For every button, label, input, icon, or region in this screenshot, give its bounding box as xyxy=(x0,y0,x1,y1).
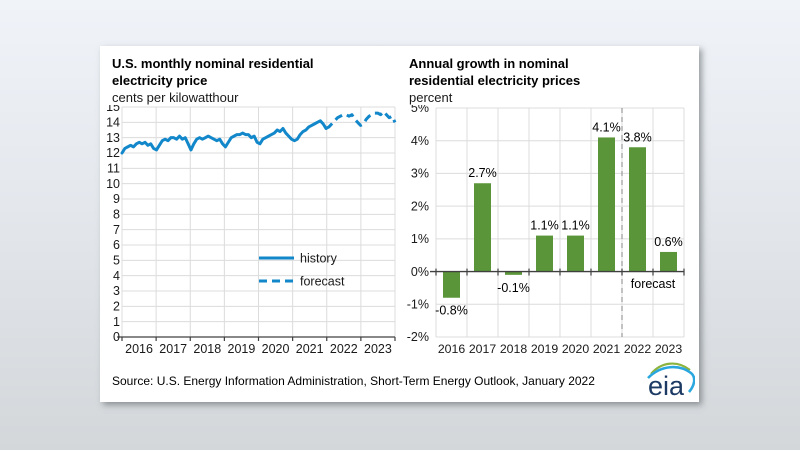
bar-chart-title-line2: residential electricity prices xyxy=(409,73,581,88)
bar-2020 xyxy=(567,235,584,272)
line-chart-unit-label: cents per kilowatthour xyxy=(112,90,239,105)
bar-2021 xyxy=(598,137,615,272)
bar-value-label-2019: 1.1% xyxy=(530,219,559,233)
line-chart-x-tick-labels: 2016 2017 2018 2019 2020 2021 2022 2023 xyxy=(125,342,392,356)
svg-text:2016: 2016 xyxy=(125,342,153,356)
svg-text:2018: 2018 xyxy=(193,342,221,356)
legend-history-label: history xyxy=(300,252,338,266)
svg-text:5%: 5% xyxy=(411,105,429,115)
line-chart-title: U.S. monthly nominal residential electri… xyxy=(112,55,314,106)
svg-text:1%: 1% xyxy=(411,232,429,246)
svg-text:2017: 2017 xyxy=(159,342,187,356)
bar-2022 xyxy=(629,147,646,272)
bar-value-label-2016: -0.8% xyxy=(435,304,468,318)
svg-text:2019: 2019 xyxy=(531,342,559,356)
bar-2017 xyxy=(474,183,491,272)
svg-text:2%: 2% xyxy=(411,199,429,213)
bar-value-label-2020: 1.1% xyxy=(561,219,590,233)
bar-value-label-2017: 2.7% xyxy=(468,166,497,180)
bar-2018 xyxy=(505,271,522,275)
bar-chart-x-tick-labels: 2016 2017 2018 2019 2020 2021 2022 2023 xyxy=(438,342,683,356)
svg-text:2016: 2016 xyxy=(438,342,466,356)
bar-series xyxy=(443,137,677,298)
svg-text:13: 13 xyxy=(107,131,120,145)
line-chart-title-line1: U.S. monthly nominal residential xyxy=(112,56,314,71)
bar-chart: -2%-1%0%1%2%3%4%5%2016 2017 2018 2019 2020 20… xyxy=(407,105,685,356)
svg-text:2019: 2019 xyxy=(228,342,256,356)
bar-value-label-2022: 3.8% xyxy=(623,130,652,144)
bar-value-label-2018: -0.1% xyxy=(497,281,530,295)
source-text: Source: U.S. Energy Information Administ… xyxy=(112,374,595,388)
svg-text:3: 3 xyxy=(113,284,120,298)
legend-forecast-label: forecast xyxy=(300,275,345,289)
bar-value-labels: -0.8% 2.7% -0.1% 1.1% 1.1% 4.1%3.8% 0.6% xyxy=(435,120,683,317)
svg-text:2023: 2023 xyxy=(655,342,683,356)
bar-chart-y-tick-labels: -2% -1% 0% 1% 2% 3% 4% 5% xyxy=(407,105,429,344)
svg-text:5: 5 xyxy=(113,254,120,268)
eia-logo: eia xyxy=(647,362,695,401)
svg-text:2020: 2020 xyxy=(562,342,590,356)
bar-chart-unit-label: percent xyxy=(409,90,453,105)
svg-text:2021: 2021 xyxy=(296,342,324,356)
svg-text:2022: 2022 xyxy=(624,342,652,356)
bar-chart-title-line1: Annual growth in nominal xyxy=(409,56,569,71)
svg-text:0: 0 xyxy=(113,330,120,344)
eia-logo-blue-swoosh xyxy=(647,365,695,393)
svg-text:15: 15 xyxy=(107,105,120,114)
svg-text:2017: 2017 xyxy=(469,342,497,356)
svg-text:14: 14 xyxy=(107,116,120,130)
svg-text:8: 8 xyxy=(113,208,120,222)
svg-text:-1%: -1% xyxy=(407,297,429,311)
svg-text:2023: 2023 xyxy=(364,342,392,356)
bar-chart-forecast-label: forecast xyxy=(631,277,676,291)
eia-logo-green-swoosh xyxy=(650,362,691,375)
svg-text:4%: 4% xyxy=(411,134,429,148)
svg-text:2021: 2021 xyxy=(593,342,621,356)
svg-text:9: 9 xyxy=(113,192,120,206)
history-line xyxy=(120,119,328,155)
svg-text:11: 11 xyxy=(107,162,120,176)
svg-text:2022: 2022 xyxy=(330,342,358,356)
bar-value-label-2023: 0.6% xyxy=(654,235,683,249)
svg-text:4: 4 xyxy=(113,269,120,283)
eia-logo-text: eia xyxy=(648,371,685,401)
svg-text:3%: 3% xyxy=(411,167,429,181)
svg-text:2: 2 xyxy=(113,300,120,314)
svg-text:1: 1 xyxy=(113,315,120,329)
svg-text:7: 7 xyxy=(113,223,120,237)
svg-text:6: 6 xyxy=(113,238,120,252)
bar-chart-title: Annual growth in nominal residential ele… xyxy=(409,55,580,106)
line-chart-legend: history forecast xyxy=(259,252,345,289)
line-chart-title-line2: electricity price xyxy=(112,73,208,88)
bar-2019 xyxy=(536,235,553,272)
svg-text:2018: 2018 xyxy=(500,342,528,356)
forecast-line xyxy=(325,110,397,130)
bar-2016 xyxy=(443,271,460,298)
chart-panel: U.S. monthly nominal residential electri… xyxy=(100,46,699,402)
svg-text:10: 10 xyxy=(107,177,120,191)
svg-text:12: 12 xyxy=(107,146,120,160)
bar-2023 xyxy=(660,251,677,272)
svg-text:0%: 0% xyxy=(411,265,429,279)
bar-value-label-2021: 4.1% xyxy=(592,120,621,134)
line-chart-grid xyxy=(121,106,396,337)
svg-text:2020: 2020 xyxy=(262,342,290,356)
svg-text:-2%: -2% xyxy=(407,330,429,344)
